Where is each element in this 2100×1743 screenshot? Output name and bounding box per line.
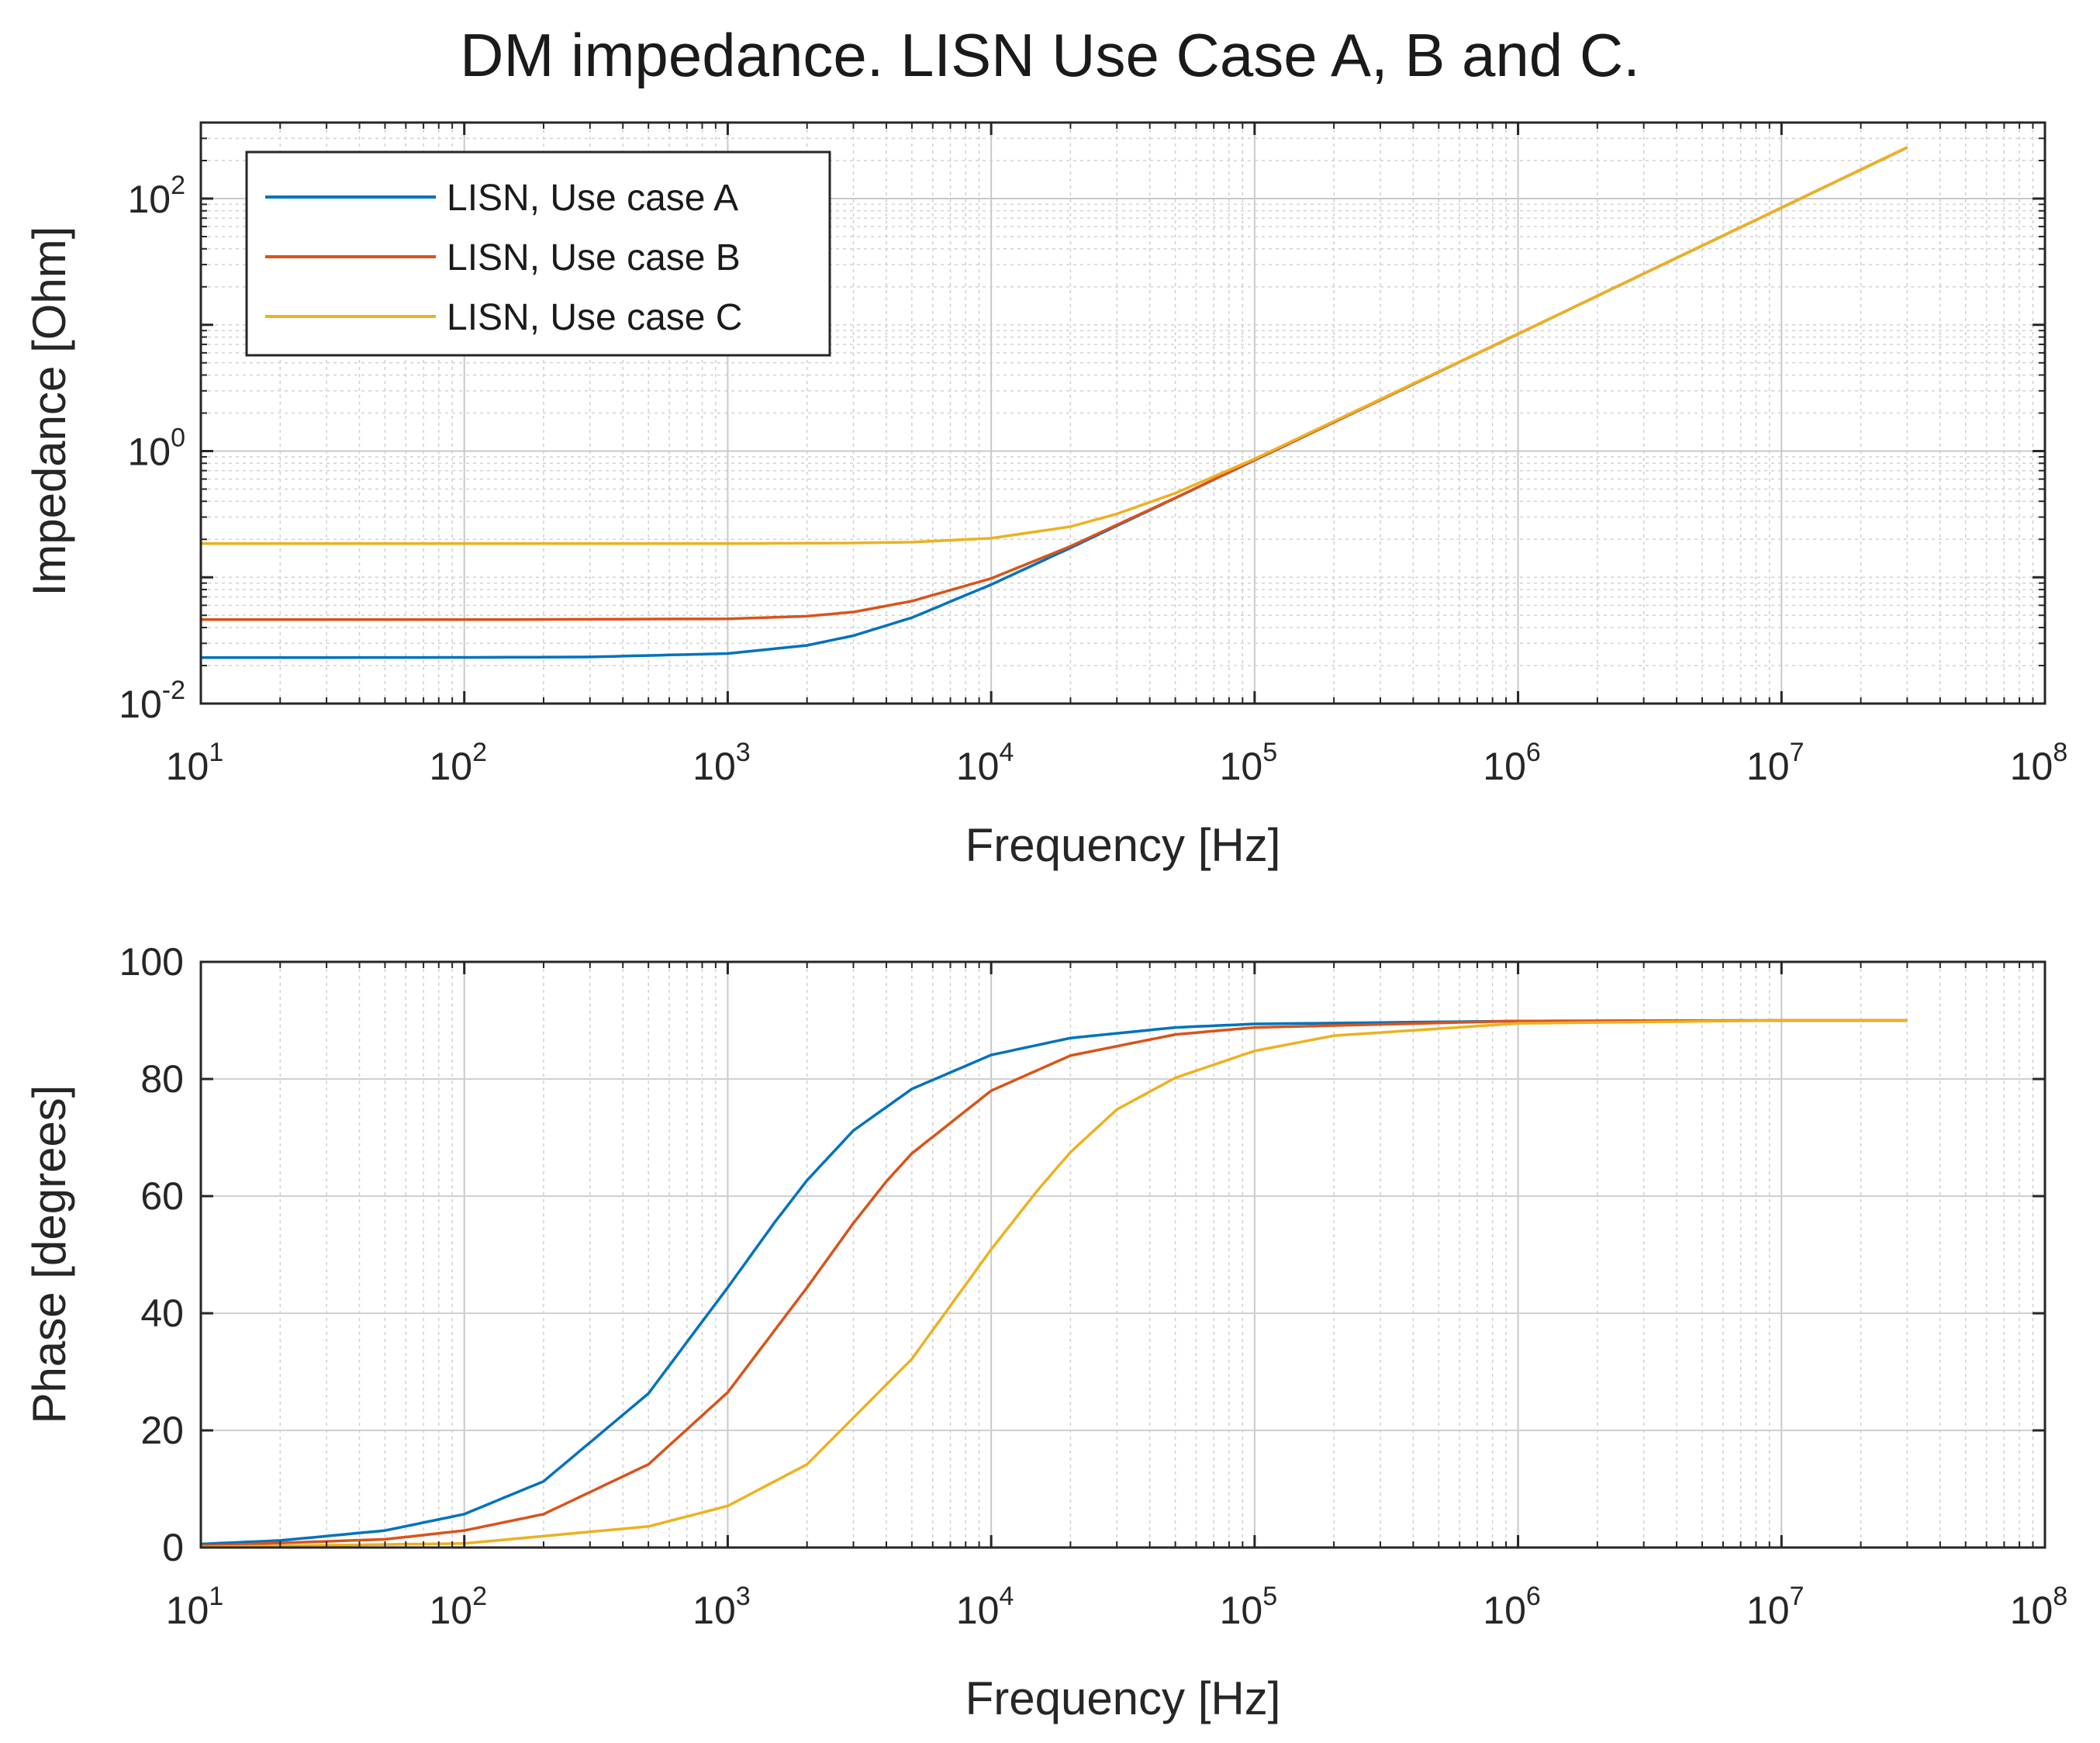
y-tick-label: 40 [140,1292,184,1335]
y-tick-label: 20 [140,1409,184,1452]
impedance-ticks [199,122,2046,705]
phase-series-c [200,1018,1908,1548]
y-tick-label: 100 [119,940,184,984]
legend-box [245,150,831,357]
phase-series-b [200,1018,1908,1548]
phase-ticks [199,960,2046,1549]
y-tick-label: 80 [140,1057,184,1101]
phase-series-a [200,1018,1908,1546]
impedance-series-c [201,146,1908,545]
impedance-series [201,146,1908,659]
phase-series [200,1018,1908,1548]
impedance-ylabel: Impedance [Ohm] [23,227,75,597]
y-tick-label: 0 [162,1526,184,1569]
legend-label-a: LISN, Use case A [447,178,738,219]
x-tick-label: 108 [2010,1582,2068,1632]
y-tick-label: 100 [127,423,185,473]
phase-axes-frame [199,960,2046,1549]
phase-ylabel: Phase [degrees] [23,1085,75,1424]
impedance-xlabel: Frequency [Hz] [965,819,1281,871]
phase-xlabel: Frequency [Hz] [965,1672,1281,1724]
y-tick-label: 102 [127,171,185,221]
legend-label-c: LISN, Use case C [447,297,742,338]
legend: LISN, Use case A LISN, Use case B LISN, … [245,150,831,357]
legend-label-b: LISN, Use case B [447,237,741,278]
y-tick-label: 60 [140,1174,184,1218]
impedance-grid [200,122,2045,704]
y-tick-label: 10-2 [119,676,185,726]
figure-title: DM impedance. LISN Use Case A, B and C. [460,21,1640,89]
